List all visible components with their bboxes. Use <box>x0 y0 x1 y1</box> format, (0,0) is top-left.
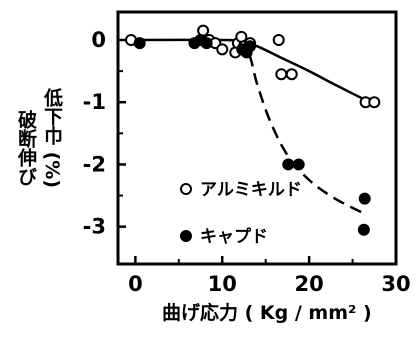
y-tick-label--1: -1 <box>83 90 106 114</box>
points <box>125 24 381 236</box>
open-data-point <box>368 96 381 109</box>
y-tick-label-0: 0 <box>91 28 106 52</box>
legend-label-0: アルミキルド <box>200 180 302 200</box>
y-tick-label--2: -2 <box>83 152 106 176</box>
filled-data-point <box>244 40 257 53</box>
y-axis-label-line2: 低下巾 (%) <box>41 88 63 189</box>
filled-data-point <box>133 37 146 50</box>
x-tick-label-10: 10 <box>208 272 237 296</box>
curves <box>135 38 371 216</box>
open-data-point <box>285 68 298 81</box>
legend-marker-0 <box>180 183 192 195</box>
filled-data-point <box>200 37 213 50</box>
x-axis-label: 曲げ応力 ( Kg / mm² ) <box>162 302 372 324</box>
filled-data-point <box>292 158 305 171</box>
filled-data-point <box>358 192 371 205</box>
y-tick-label--3: -3 <box>83 215 106 239</box>
legend-label-1: キャプド <box>200 226 268 247</box>
open-data-point <box>216 43 229 56</box>
x-tick-label-0: 0 <box>128 272 143 296</box>
filled-data-point <box>282 158 295 171</box>
filled-data-point <box>357 223 370 236</box>
x-tick-label-30: 30 <box>381 272 410 296</box>
legend-marker-1 <box>180 230 192 242</box>
open-data-point <box>272 34 285 46</box>
open-data-point <box>275 68 288 81</box>
x-tick-label-20: 20 <box>295 272 324 296</box>
plot-frame <box>116 10 398 266</box>
trend-curve-aluminum-killed <box>135 38 371 104</box>
y-axis-label-line1: 破断伸び <box>15 110 37 186</box>
ticks: 0 10 20 30 0 -1 -2 -3 <box>83 28 411 296</box>
